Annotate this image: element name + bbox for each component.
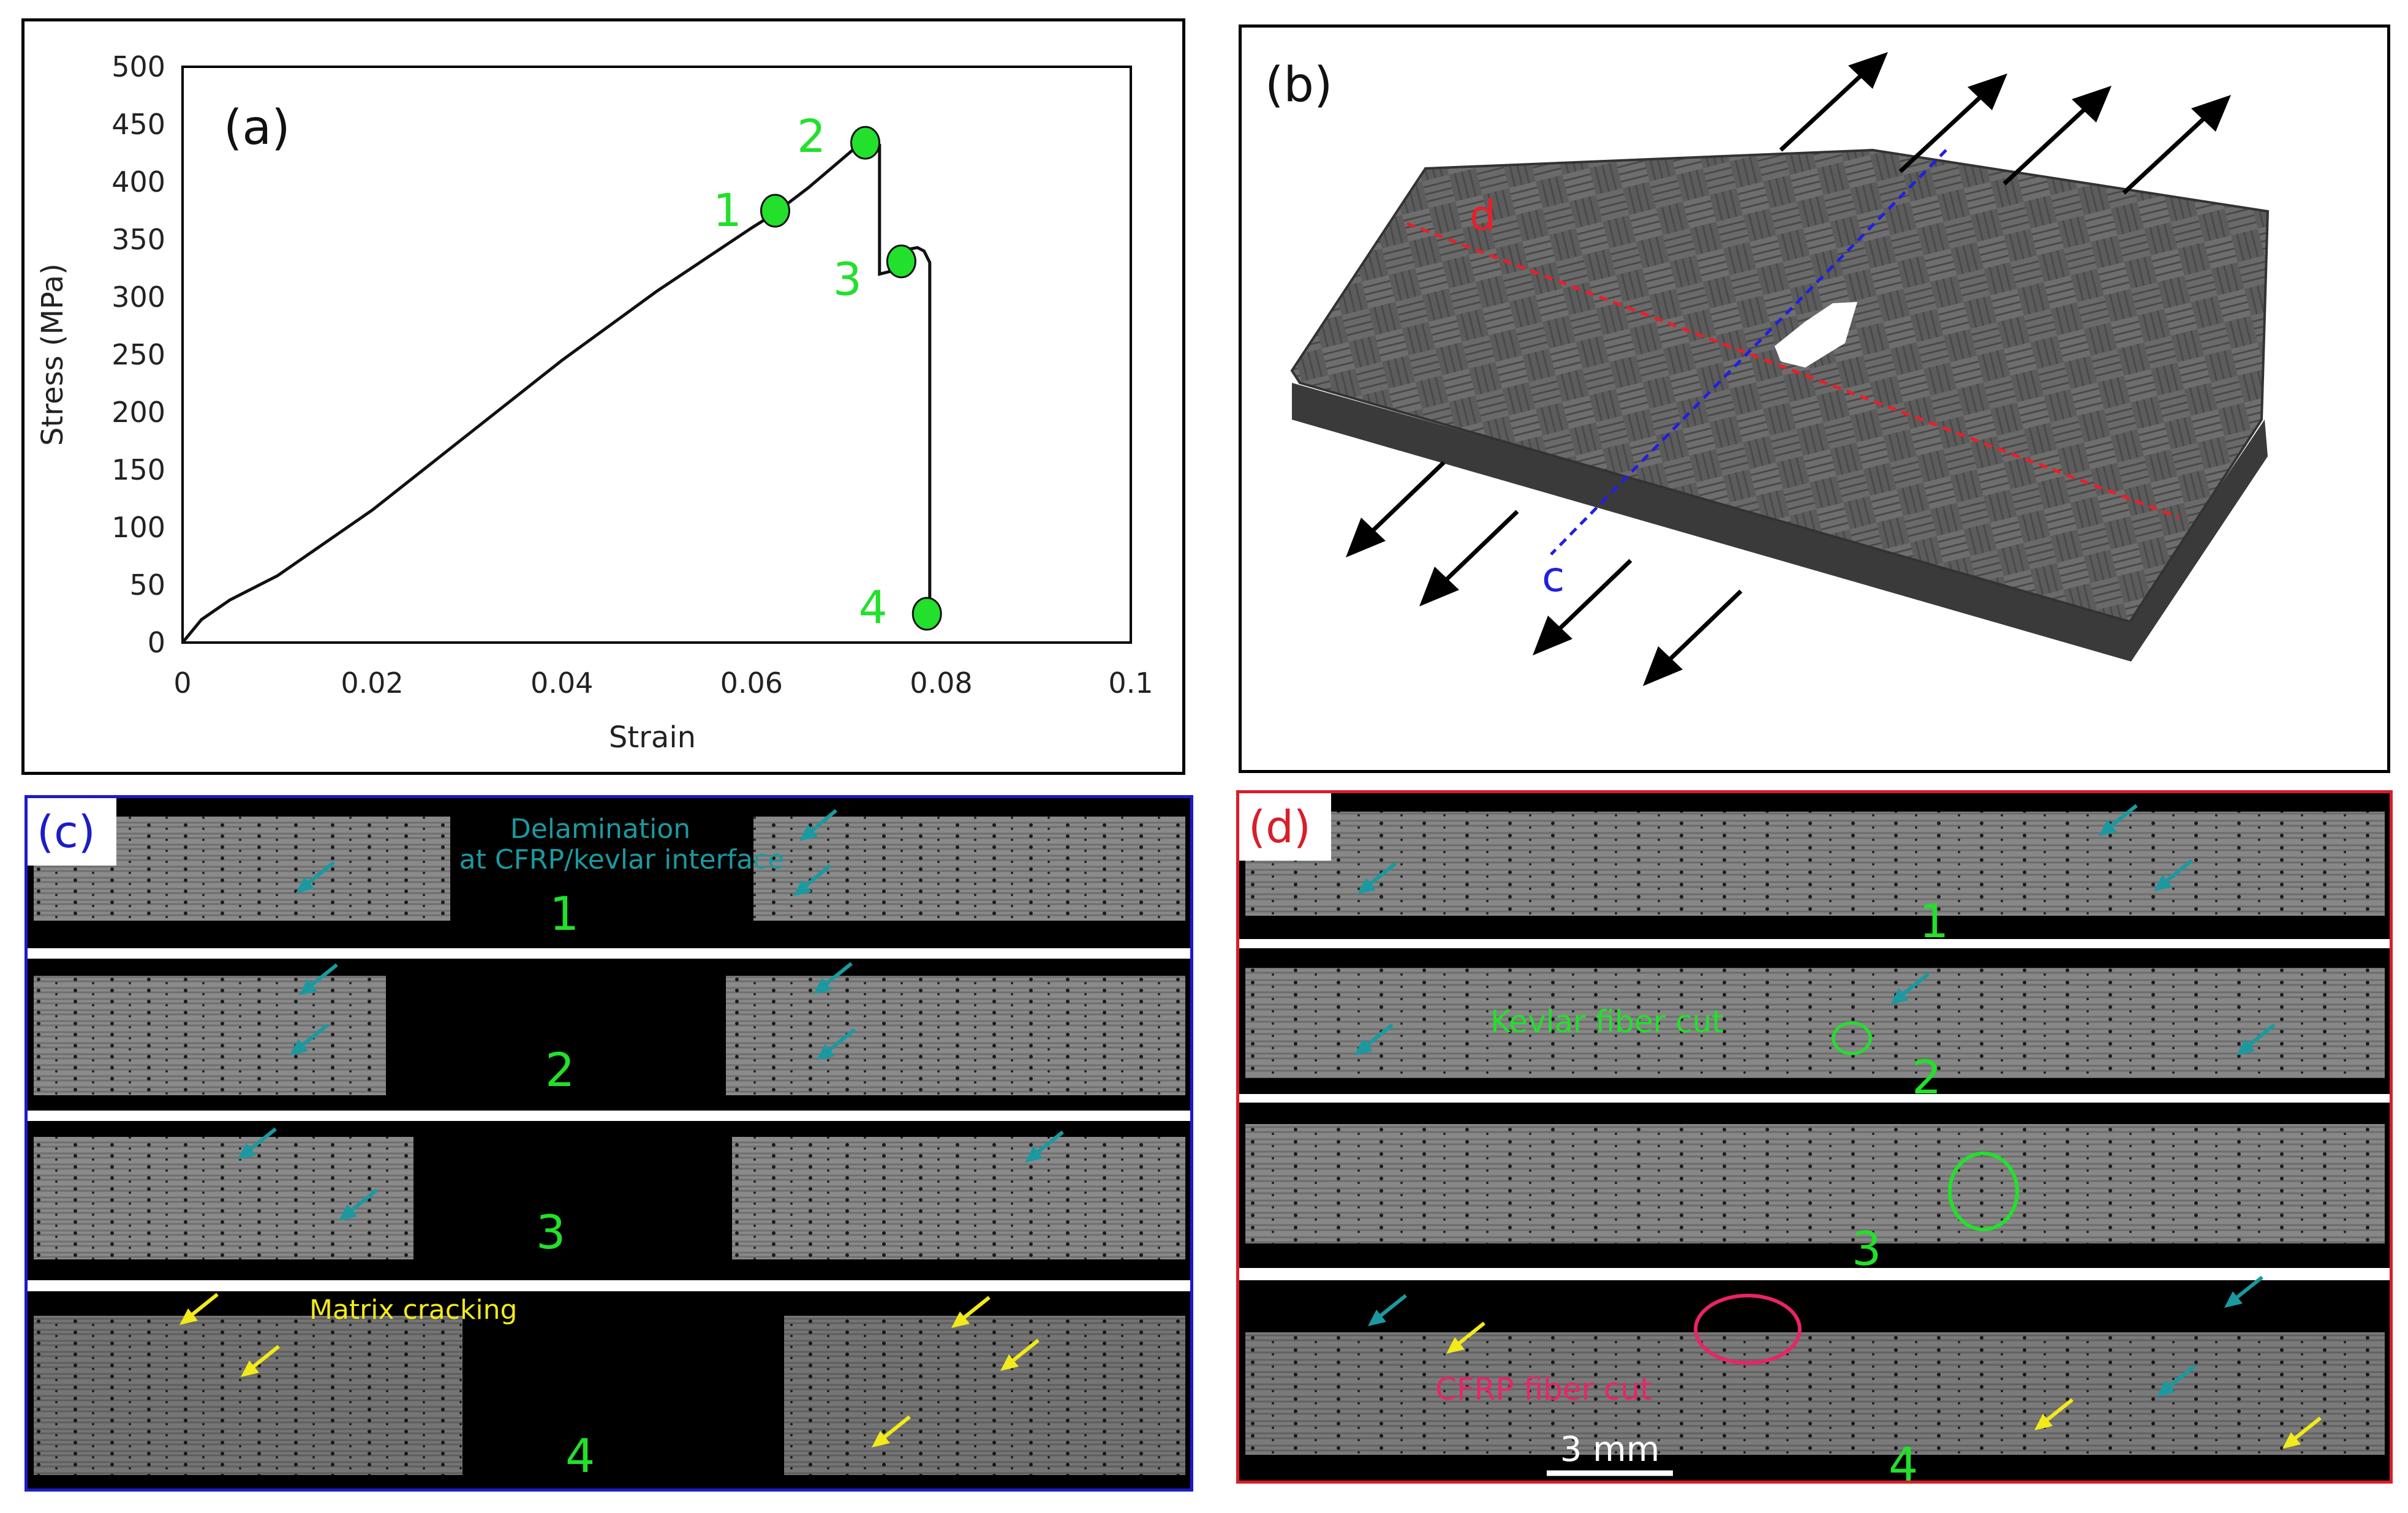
strip-d-number-1: 1 (1919, 894, 1949, 948)
x-axis-label: Strain (609, 720, 696, 755)
panel-b-label: (b) (1265, 58, 1332, 113)
y-axis-ticks: 0 50 100 150 200 250 300 350 400 450 500 (111, 50, 165, 659)
plate-surface (1290, 148, 2270, 624)
strip-number-4: 4 (565, 1428, 595, 1483)
x-tick-label: 0.1 (1108, 666, 1153, 700)
strip-number-1: 1 (549, 886, 579, 941)
strip-d-number-3: 3 (1852, 1221, 1881, 1276)
point-marker-3 (886, 244, 916, 279)
strip-number-2: 2 (545, 1043, 575, 1097)
section-line-c (1550, 149, 1947, 556)
y-tick-label: 250 (111, 338, 165, 371)
y-tick-label: 450 (111, 108, 165, 141)
ct-strip-3-left (34, 1137, 413, 1259)
ct-slices-c: (c) Delamination at CFRP/kevlar interfac… (28, 798, 1190, 1488)
y-axis-label: Stress (MPa) (36, 263, 70, 446)
y-tick-label: 100 (111, 511, 165, 544)
yellow-arrows-c (179, 1292, 1040, 1447)
delamination-label-line-2: at CFRP/kevlar interface (459, 844, 785, 875)
point-marker-2 (850, 126, 881, 160)
ct-strip-2-left (34, 976, 386, 1095)
x-tick-label: 0.04 (530, 666, 593, 700)
x-tick-label: 0.08 (910, 666, 972, 700)
load-arrows-top (1779, 52, 2231, 195)
y-tick-label: 0 (148, 626, 165, 659)
x-axis-ticks: 0 0.02 0.04 0.06 0.08 0.1 (173, 666, 1153, 700)
kevlar-cut-circle-1 (1832, 1021, 1872, 1055)
strip-d-number-4: 4 (1889, 1437, 1918, 1481)
panel-d-label-box (1239, 793, 1331, 861)
stress-strain-panel: 0 50 100 150 200 250 300 350 400 450 500 0 0.02 0.04… (21, 18, 1185, 775)
y-tick-label: 200 (111, 396, 165, 429)
point-marker-1 (760, 194, 790, 228)
yellow-arrows-d (1446, 1321, 2322, 1449)
point-label-2: 2 (797, 110, 826, 163)
ct-strip-1-right (753, 817, 1185, 921)
ct-strip-3-right (732, 1137, 1185, 1259)
y-tick-label: 300 (111, 281, 165, 314)
y-tick-label: 150 (111, 453, 165, 486)
ct-d-strip-2-body (1245, 968, 2385, 1078)
delamination-label-line-1: Delamination (510, 813, 690, 845)
stress-strain-chart: 0 50 100 150 200 250 300 350 400 450 500 0 0.02 0.04… (36, 50, 1153, 755)
panel-c-label: (c) (37, 806, 96, 858)
point-label-4: 4 (859, 581, 888, 634)
panel-a-label: (a) (224, 100, 290, 156)
stress-strain-curve (181, 137, 932, 644)
teal-arrows-c (238, 809, 1064, 1221)
point-marker-4 (911, 597, 942, 631)
y-tick-label: 350 (111, 223, 165, 256)
point-label-3: 3 (833, 254, 862, 306)
panel-c-label-box (28, 798, 116, 866)
x-tick-label: 0.02 (341, 666, 403, 700)
kevlar-fiber-cut-label: Kevlar fiber cut (1490, 1004, 1724, 1039)
specimen-3d-panel: (b) d c (1239, 25, 2390, 773)
ct-d-strip-4-body (1245, 1332, 2385, 1455)
y-tick-label: 400 (111, 165, 165, 198)
ct-strip-4-left (34, 1316, 462, 1475)
section-line-d (1406, 222, 2180, 519)
ct-strip-4-right (784, 1316, 1185, 1475)
y-tick-label: 50 (129, 568, 165, 602)
strip-number-3: 3 (536, 1205, 565, 1259)
ct-d-strip-1-body (1245, 812, 2385, 916)
section-c-label: c (1542, 553, 1564, 602)
plot-area-frame (181, 66, 1132, 644)
point-label-1: 1 (713, 184, 742, 237)
cfrp-cut-circle (1694, 1294, 1802, 1365)
ct-slices-panel-c: (c) Delamination at CFRP/kevlar interfac… (25, 795, 1193, 1492)
ct-strip-2-right (726, 976, 1185, 1095)
ct-slices-d: (d) Kevlar fiber cut CFRP fiber cut 3 mm… (1239, 793, 2390, 1481)
center-hole (1775, 302, 1857, 368)
teal-arrows-d (1354, 804, 2276, 1397)
scale-bar-label: 3 mm (1560, 1430, 1660, 1470)
x-tick-label: 0.06 (720, 666, 783, 700)
kevlar-cut-circle-2 (1948, 1152, 2019, 1231)
section-d-label: d (1470, 192, 1496, 240)
x-tick-label: 0 (173, 666, 191, 700)
panel-d-label: (d) (1248, 801, 1311, 853)
point-markers: 1 2 3 4 (713, 110, 942, 634)
specimen-3d-view: (b) d c (1265, 52, 2270, 686)
strip-d-number-2: 2 (1912, 1050, 1941, 1104)
matrix-cracking-label: Matrix cracking (309, 1294, 517, 1326)
cfrp-fiber-cut-label: CFRP fiber cut (1435, 1372, 1652, 1407)
y-tick-label: 500 (111, 50, 165, 83)
ct-slices-panel-d: (d) Kevlar fiber cut CFRP fiber cut 3 mm… (1236, 790, 2393, 1484)
ct-d-strip-3-body (1245, 1124, 2385, 1243)
load-arrows-bottom (1346, 461, 1743, 686)
